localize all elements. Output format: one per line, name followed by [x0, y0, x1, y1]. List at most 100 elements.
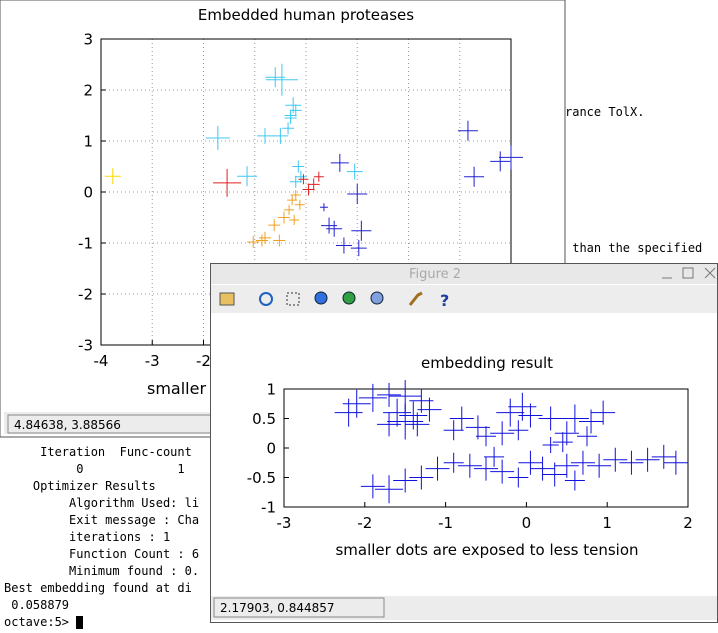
data-point: [326, 220, 343, 237]
data-point: [205, 125, 230, 150]
terminal-line: octave:5>: [4, 614, 199, 631]
cursor: [76, 616, 84, 629]
data-point: [651, 444, 676, 469]
data-point: [405, 412, 430, 437]
data-point: [663, 450, 688, 475]
svg-text:?: ?: [440, 291, 449, 310]
data-point: [449, 406, 474, 431]
data-point: [375, 475, 404, 504]
data-point: [554, 421, 579, 446]
data-point: [490, 421, 515, 446]
cursor-coords: 4.84638, 3.88566: [14, 418, 121, 432]
terminal-line: rance TolX.: [565, 105, 645, 119]
data-point: [282, 122, 295, 135]
data-point: [268, 219, 281, 232]
data-point: [289, 175, 302, 188]
data-point: [464, 166, 485, 187]
cursor-coords: 2.17903, 0.844857: [220, 601, 335, 615]
terminal-line: than the specified: [565, 241, 703, 255]
window-title: Figure 2: [409, 267, 461, 282]
y-tick-label: 0.5: [252, 410, 276, 428]
x-axis-label: smaller: [147, 379, 206, 398]
y-tick-label: 1: [83, 132, 93, 150]
data-point: [484, 446, 505, 467]
data-point: [265, 67, 286, 88]
terminal-line: Minimum found : 0.: [4, 564, 200, 578]
y-tick-label: -1: [78, 234, 93, 252]
terminal-line: Algorithm Used: li: [4, 496, 200, 510]
data-point: [577, 426, 597, 447]
data-point: [530, 456, 555, 481]
y-tick-label: -1: [261, 498, 276, 516]
y-tick-label: 0: [266, 439, 276, 457]
toolbar-icons[interactable]: ?: [219, 291, 449, 310]
data-point: [277, 211, 290, 224]
data-point: [443, 452, 464, 473]
data-point: [265, 63, 298, 96]
x-tick-label: -3: [145, 352, 160, 370]
data-point: [554, 453, 579, 478]
x-axis-label: smaller dots are exposed to less tension: [335, 541, 638, 559]
x-tick-label: -4: [94, 352, 109, 370]
x-tick-label: -3: [277, 514, 292, 532]
data-point: [591, 400, 616, 425]
y-tick-label: 3: [83, 30, 93, 48]
x-tick-label: -2: [357, 514, 372, 532]
data-point: [518, 450, 543, 475]
data-point: [542, 462, 567, 487]
data-point: [619, 450, 644, 475]
data-point: [350, 240, 367, 257]
data-point: [457, 453, 482, 478]
data-point: [284, 112, 297, 125]
terminal-line: 0 1: [4, 462, 185, 476]
terminal-line: 0.058879: [4, 598, 70, 612]
terminal-line: Optimizer Results: [4, 479, 156, 493]
data-point: [409, 465, 434, 490]
figure-2-window[interactable]: Figure 2 ? embedding result smaller dots…: [210, 263, 718, 623]
data-point: [425, 456, 450, 481]
status-field: [213, 597, 385, 618]
x-tick-label: -1: [438, 514, 453, 532]
data-point: [294, 170, 307, 183]
data-point: [347, 184, 368, 205]
plot-title: Embedded human proteases: [198, 6, 414, 24]
data-point: [290, 190, 301, 201]
data-point: [284, 204, 295, 215]
data-point: [474, 456, 498, 481]
window-buttons[interactable]: [662, 267, 716, 279]
data-point: [417, 397, 442, 422]
plot-frame: [283, 388, 689, 508]
y-tick-label: 1: [266, 380, 276, 398]
data-point: [542, 437, 559, 454]
terminal-line: Iteration Func-count: [4, 445, 192, 459]
data-point: [257, 127, 273, 144]
data-point: [289, 215, 300, 226]
data-point: [377, 412, 402, 437]
data-point: [294, 199, 305, 210]
data-point: [579, 409, 604, 434]
data-point: [518, 403, 543, 428]
data-point: [564, 470, 585, 491]
data-point: [292, 160, 305, 173]
toolbar: [211, 285, 717, 313]
data-point: [330, 153, 349, 172]
data-point: [538, 406, 563, 431]
terminal-line: Exit message : Cha: [4, 513, 200, 527]
x-tick-label: -2: [196, 352, 211, 370]
data-point: [552, 432, 573, 453]
data-point: [360, 474, 385, 499]
title-bar: [211, 264, 717, 284]
y-tick-label: -2: [78, 285, 93, 303]
data-point: [307, 178, 320, 191]
x-tick-label: 0: [522, 514, 532, 532]
y-tick-label: -3: [78, 336, 93, 354]
terminal-line: iterations : 1: [4, 530, 171, 544]
data-point: [237, 166, 258, 187]
data-point: [570, 450, 595, 475]
x-tick-label: 2: [683, 514, 693, 532]
data-point: [313, 171, 324, 182]
data-point: [302, 183, 315, 196]
data-point: [499, 145, 523, 170]
plot-title: embedding result: [421, 354, 553, 372]
